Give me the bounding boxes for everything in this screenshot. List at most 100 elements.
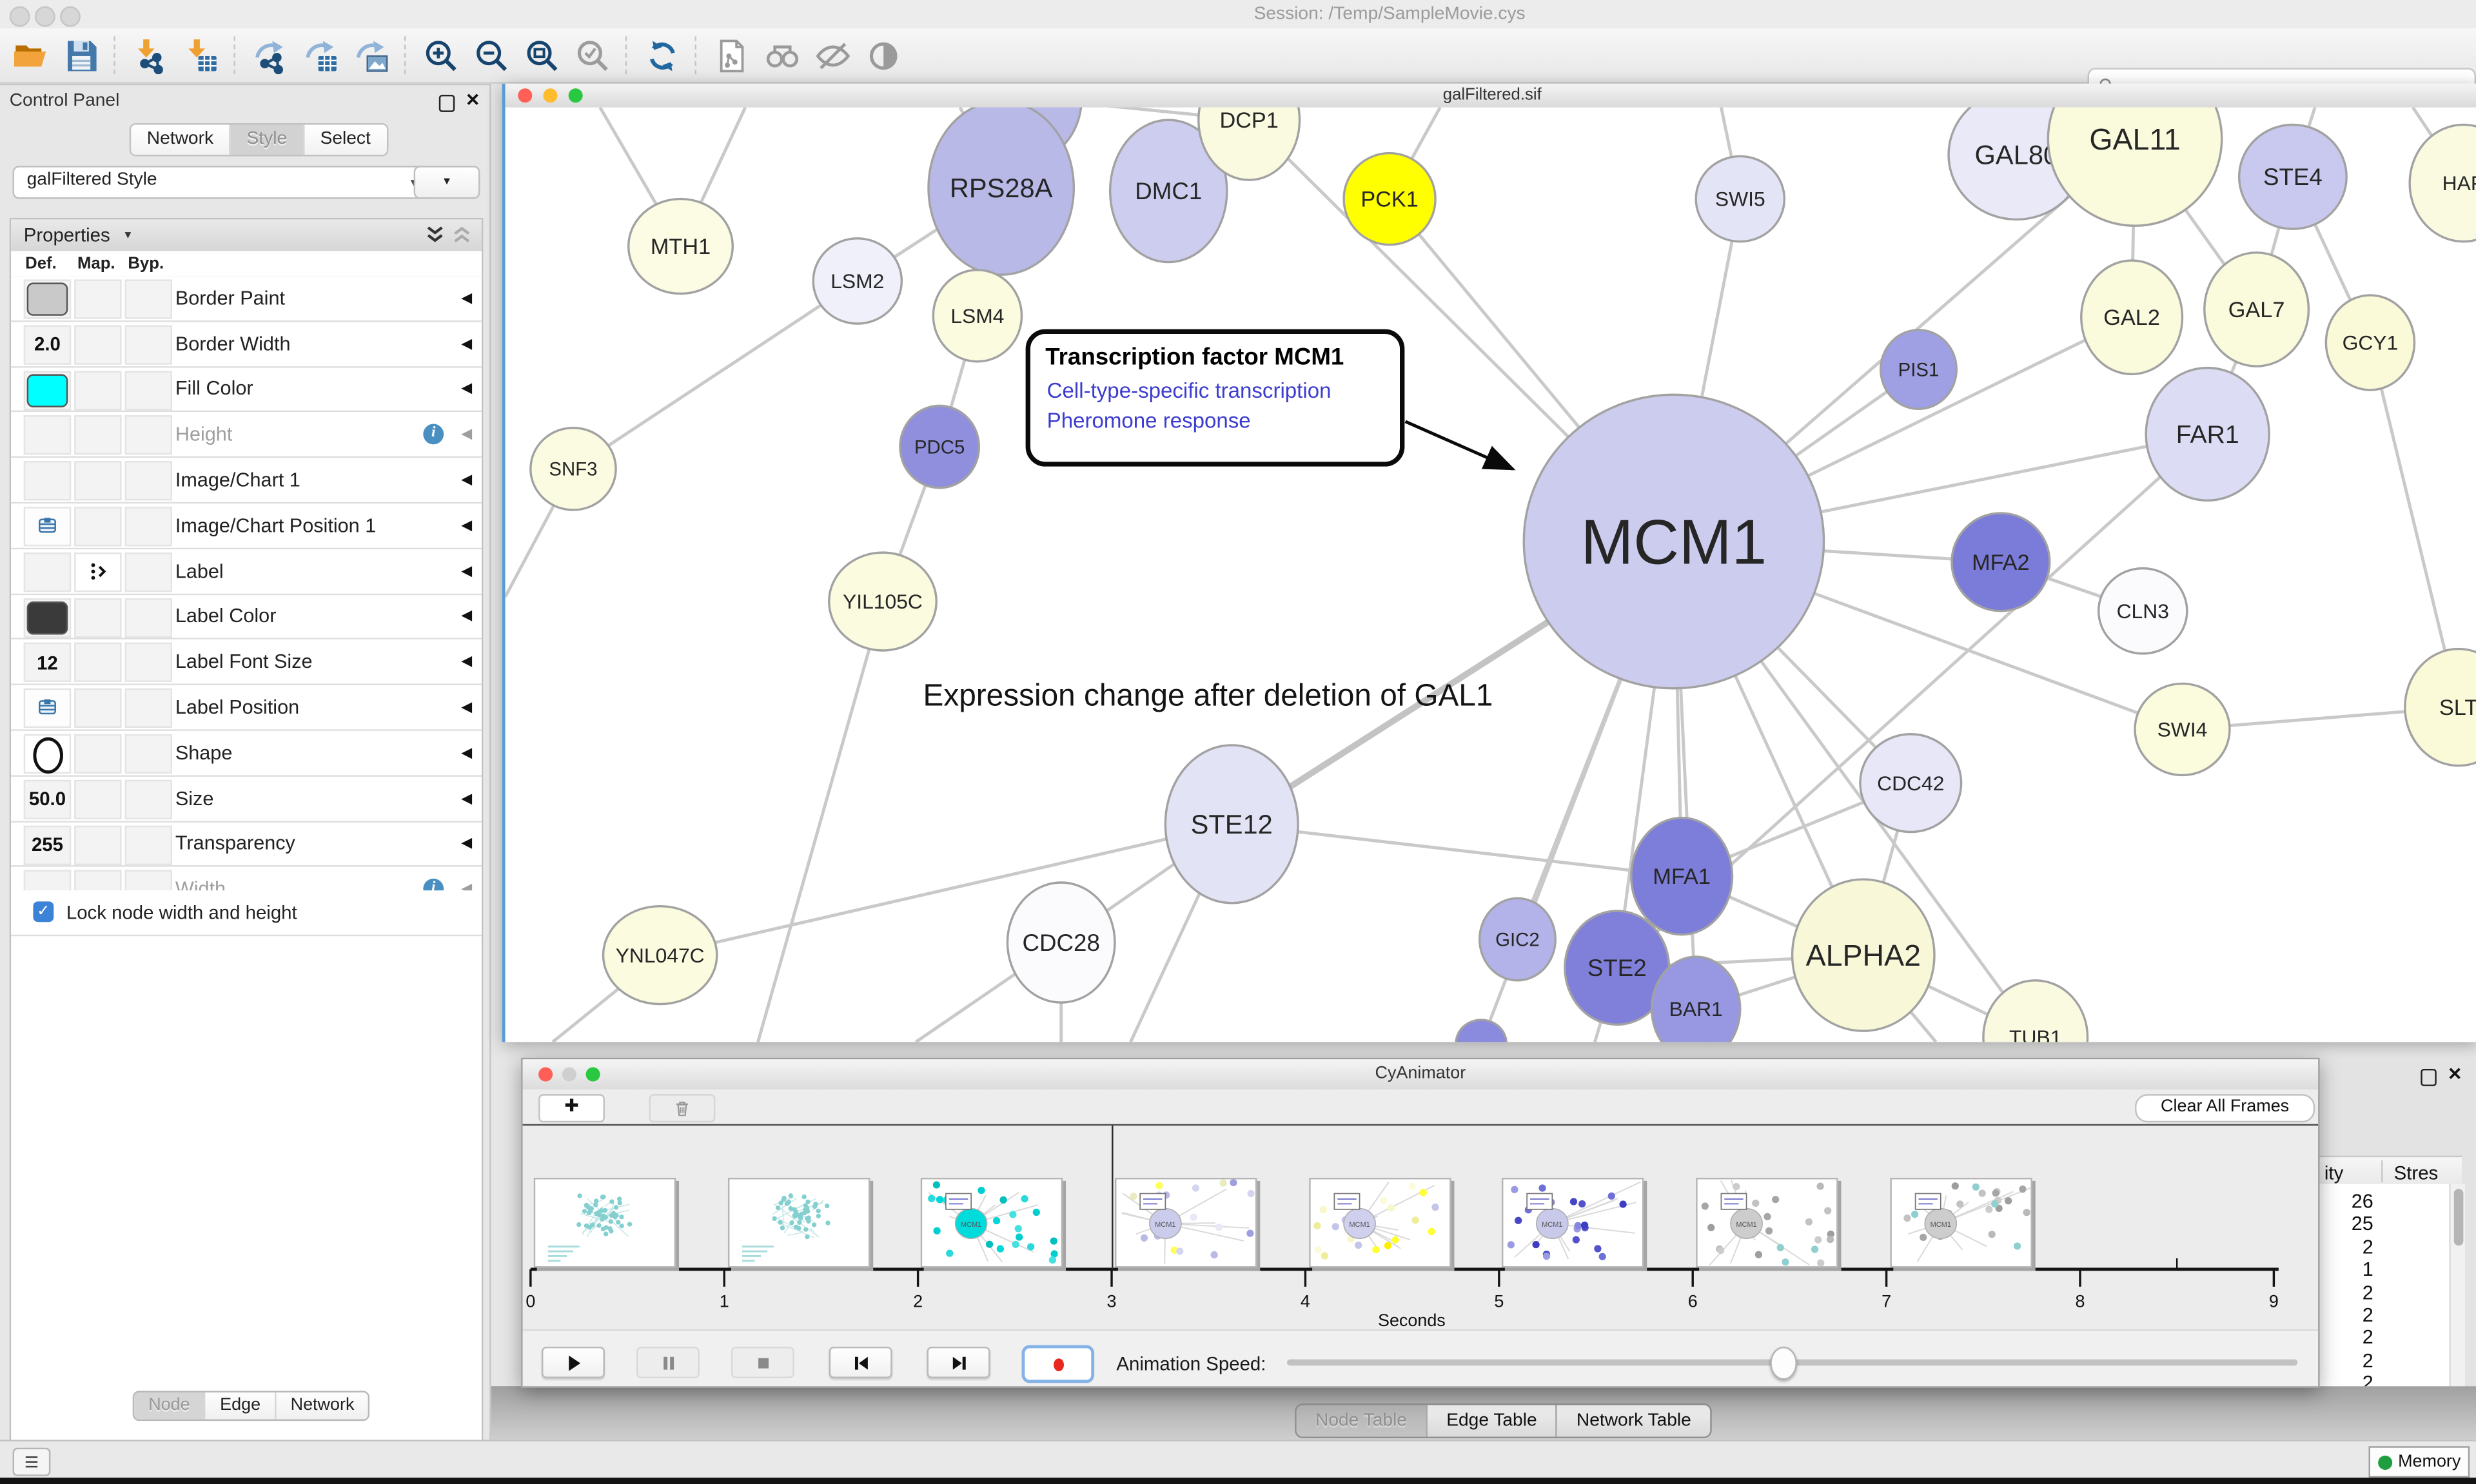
default-cell[interactable]: 50.0	[23, 779, 72, 819]
expand-row-icon[interactable]: ◀	[461, 289, 473, 306]
tab-network[interactable]: Network	[131, 124, 231, 155]
mapping-cell[interactable]	[74, 734, 122, 774]
property-row-image-chart-1[interactable]: Image/Chart 1 ◀	[11, 458, 482, 504]
property-row-border-paint[interactable]: Border Paint ◀	[11, 276, 482, 322]
column-header-centrality[interactable]: ity	[2324, 1162, 2344, 1184]
frame-thumbnail-5[interactable]: MCM1	[1502, 1177, 1645, 1268]
node-SNF3[interactable]: SNF3	[529, 426, 617, 511]
node-GAL11[interactable]: GAL11	[2047, 107, 2223, 227]
save-session-button[interactable]	[57, 33, 104, 77]
frame-thumbnail-1[interactable]	[727, 1177, 870, 1268]
expand-row-icon[interactable]: ◀	[461, 516, 473, 533]
property-row-border-width[interactable]: 2.0 Border Width ◀	[11, 322, 482, 367]
expand-row-icon[interactable]: ◀	[461, 835, 473, 851]
property-row-label[interactable]: Label ◀	[11, 549, 482, 595]
mapping-cell[interactable]	[74, 507, 122, 547]
default-cell[interactable]	[23, 461, 72, 501]
node-MFA1[interactable]: MFA1	[1630, 816, 1734, 936]
expand-row-icon[interactable]: ◀	[461, 471, 473, 487]
previous-frame-button[interactable]	[829, 1346, 892, 1378]
bypass-cell[interactable]	[124, 643, 172, 683]
node-CLN3[interactable]: CLN3	[2097, 567, 2188, 655]
window-zoom-icon[interactable]	[585, 1067, 600, 1082]
node-YNL047C[interactable]: YNL047C	[602, 905, 718, 1006]
mapping-cell[interactable]	[74, 324, 122, 365]
frame-thumbnail-6[interactable]: MCM1	[1696, 1177, 1838, 1268]
cyanimator-timeline[interactable]: 0 1 2 3 4 5 6 7 8 9 Seconds MCM1 MCM1 MCM1 MCM1 MCM1 MC…	[522, 1126, 2315, 1330]
bottom-tab-network[interactable]: Network	[276, 1392, 369, 1420]
mapping-cell[interactable]	[74, 279, 122, 319]
results-scrollbar[interactable]	[2449, 1184, 2465, 1387]
expand-all-icon[interactable]	[425, 224, 446, 245]
pause-button[interactable]	[636, 1346, 700, 1378]
tab-node-table[interactable]: Node Table	[1296, 1405, 1426, 1437]
window-minimize-icon[interactable]	[543, 88, 558, 103]
property-row-height[interactable]: Height i ◀	[11, 413, 482, 458]
node-DMC1[interactable]: DMC1	[1108, 119, 1228, 264]
node-LSM4[interactable]: LSM4	[932, 269, 1023, 363]
results-table[interactable]: 26 25 2 1 2 2 2 2 2	[2316, 1184, 2450, 1387]
column-header-stress[interactable]: Stres	[2393, 1162, 2439, 1184]
node-YIL105C[interactable]: YIL105C	[827, 551, 938, 652]
default-cell[interactable]	[23, 598, 72, 638]
stop-button[interactable]	[731, 1346, 794, 1378]
mapping-cell[interactable]	[74, 461, 122, 501]
app-zoom-icon[interactable]	[60, 6, 81, 27]
expand-row-icon[interactable]: ◀	[461, 607, 473, 624]
frame-thumbnail-7[interactable]: MCM1	[1889, 1177, 2032, 1268]
expand-row-icon[interactable]: ◀	[461, 562, 473, 578]
node-CDC42[interactable]: CDC42	[1859, 733, 1963, 834]
expand-row-icon[interactable]: ◀	[461, 744, 473, 760]
lock-checkbox[interactable]: ✓	[33, 901, 54, 923]
bypass-cell[interactable]	[124, 324, 172, 365]
node-FAR1[interactable]: FAR1	[2145, 366, 2270, 502]
export-table-button[interactable]	[297, 33, 344, 77]
bypass-cell[interactable]	[124, 688, 172, 728]
task-history-button[interactable]	[12, 1447, 51, 1476]
node-GCY1[interactable]: GCY1	[2324, 294, 2416, 391]
add-frame-button[interactable]: ✚	[538, 1094, 605, 1123]
node-CDC28[interactable]: CDC28	[1006, 881, 1116, 1004]
bottom-tab-node[interactable]: Node	[134, 1392, 206, 1420]
tab-edge-table[interactable]: Edge Table	[1426, 1405, 1557, 1437]
scrollbar-thumb[interactable]	[2453, 1189, 2463, 1246]
node-MCM1[interactable]: MCM1	[1522, 393, 1825, 690]
network-file-button[interactable]	[707, 33, 754, 77]
app-minimize-icon[interactable]	[34, 6, 55, 27]
mapping-cell[interactable]	[74, 370, 122, 410]
frame-thumbnail-3[interactable]: MCM1	[1114, 1177, 1257, 1268]
default-cell[interactable]	[23, 416, 72, 456]
default-cell[interactable]	[23, 734, 72, 774]
export-network-button[interactable]	[246, 33, 293, 77]
property-row-label-font-size[interactable]: 12 Label Font Size ◀	[11, 639, 482, 686]
record-button[interactable]	[1021, 1345, 1095, 1383]
mapping-cell[interactable]	[74, 779, 122, 819]
node-GAL2[interactable]: GAL2	[2080, 259, 2184, 376]
close-panel-icon[interactable]: ✕	[2447, 1066, 2462, 1085]
zoom-in-button[interactable]	[417, 33, 464, 77]
node-PCK1[interactable]: PCK1	[1342, 151, 1437, 246]
export-image-button[interactable]	[348, 33, 395, 77]
node-SWI5[interactable]: SWI5	[1695, 155, 1786, 243]
clear-all-frames-button[interactable]: Clear All Frames	[2135, 1094, 2315, 1123]
property-row-label-position[interactable]: Label Position ◀	[11, 685, 482, 731]
bypass-cell[interactable]	[124, 734, 172, 774]
node-SLT[interactable]: SLT	[2404, 647, 2476, 767]
import-table-button[interactable]	[177, 33, 224, 77]
window-minimize-icon[interactable]	[562, 1067, 576, 1082]
mapping-cell[interactable]	[74, 416, 122, 456]
window-close-icon[interactable]	[518, 88, 533, 103]
node-MFA2[interactable]: MFA2	[1950, 512, 2051, 612]
default-cell[interactable]	[23, 370, 72, 410]
memory-button[interactable]: Memory	[2368, 1446, 2470, 1478]
bypass-cell[interactable]	[124, 552, 172, 592]
float-panel-icon[interactable]	[438, 94, 455, 112]
bypass-cell[interactable]	[124, 416, 172, 456]
zoom-out-button[interactable]	[467, 33, 515, 77]
window-zoom-icon[interactable]	[568, 88, 583, 103]
network-canvas[interactable]: Expression change after deletion of GAL1…	[505, 107, 2476, 1042]
play-button[interactable]	[542, 1346, 605, 1378]
bypass-cell[interactable]	[124, 825, 172, 864]
default-cell[interactable]: 12	[23, 643, 72, 683]
bypass-cell[interactable]	[124, 779, 172, 819]
